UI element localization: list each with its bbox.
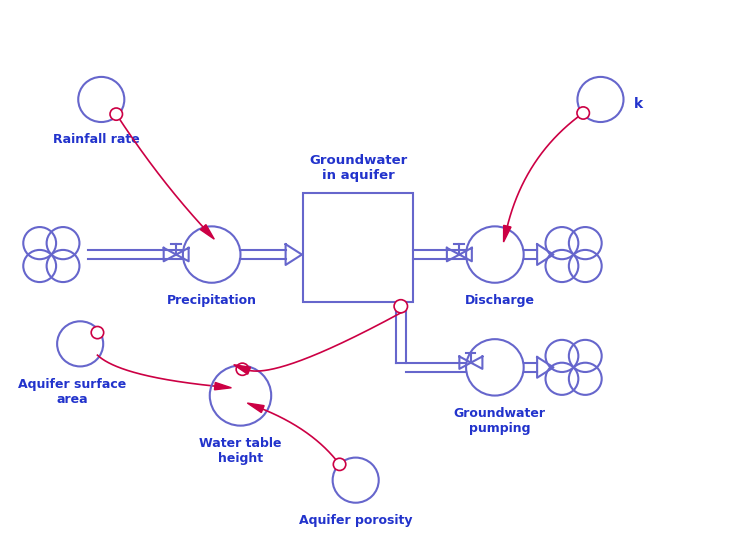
Text: Aquifer porosity: Aquifer porosity — [299, 514, 412, 527]
Polygon shape — [504, 225, 511, 242]
Circle shape — [333, 458, 346, 470]
Text: Discharge: Discharge — [465, 294, 535, 307]
Text: Water table
height: Water table height — [199, 437, 282, 465]
Circle shape — [394, 300, 408, 313]
Circle shape — [236, 363, 248, 376]
Text: Groundwater
in aquifer: Groundwater in aquifer — [309, 154, 407, 182]
Polygon shape — [200, 225, 214, 239]
Polygon shape — [247, 403, 264, 412]
Text: Rainfall rate: Rainfall rate — [53, 133, 140, 146]
Bar — [303, 194, 413, 301]
Polygon shape — [214, 382, 231, 390]
Polygon shape — [234, 365, 251, 374]
Circle shape — [92, 326, 103, 339]
Circle shape — [577, 107, 589, 119]
Text: Groundwater
pumping: Groundwater pumping — [454, 407, 545, 435]
Circle shape — [110, 108, 123, 120]
Text: Precipitation: Precipitation — [167, 294, 257, 307]
Text: Aquifer surface
area: Aquifer surface area — [19, 378, 126, 406]
Text: k: k — [634, 97, 644, 111]
